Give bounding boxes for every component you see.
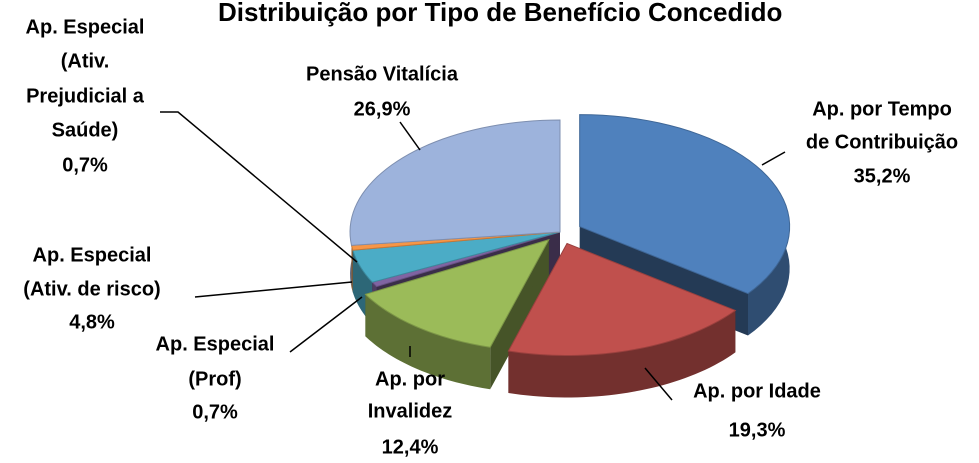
slice <box>352 231 561 283</box>
slice-label: Ap. Especial <box>156 333 275 355</box>
slice-label: Prejudicial a <box>26 85 145 107</box>
value-label: 4,8% <box>69 311 115 333</box>
slice-label: (Ativ. <box>61 50 110 72</box>
slice-label: Saúde) <box>52 119 119 141</box>
slice-label: Pensão Vitalícia <box>306 63 459 85</box>
slice-side <box>508 310 736 398</box>
leader-line <box>761 151 786 166</box>
slice <box>371 231 561 288</box>
slice-side <box>351 245 353 293</box>
labels: Ap. por Tempo de Contribuição 35,2% Ap. por… <box>23 16 958 458</box>
leader-line <box>399 121 421 151</box>
slice-label: Ap. por Tempo <box>812 98 952 120</box>
slice-label: (Ativ. de risco) <box>23 278 160 300</box>
slice-label: Ap. Especial <box>26 16 145 38</box>
leader-line <box>160 111 358 263</box>
value-label: 26,9% <box>354 98 411 120</box>
slice-label: (Prof) <box>188 368 241 390</box>
slice-label: Ap. Especial <box>33 244 152 266</box>
slice <box>350 231 561 251</box>
value-label: 35,2% <box>854 165 911 187</box>
leader-line <box>644 367 673 401</box>
slice-side <box>365 294 491 390</box>
slice-label: de Contribuição <box>806 131 958 153</box>
slice-label: Invalidez <box>368 400 452 422</box>
slice <box>349 119 561 246</box>
leader-line <box>289 296 363 353</box>
value-label: 19,3% <box>729 419 786 441</box>
slice <box>364 238 550 348</box>
chart-title: Distribuição por Tipo de Benefício Conce… <box>218 0 782 27</box>
value-label: 0,7% <box>62 154 108 176</box>
slice-label: Ap. por Idade <box>693 380 821 402</box>
value-label: 0,7% <box>192 401 238 423</box>
slice-label: Ap. por <box>375 368 445 390</box>
slice <box>579 114 791 295</box>
leader-line <box>194 281 353 298</box>
value-label: 12,4% <box>382 436 439 458</box>
slice <box>507 242 737 356</box>
pie <box>349 114 791 398</box>
